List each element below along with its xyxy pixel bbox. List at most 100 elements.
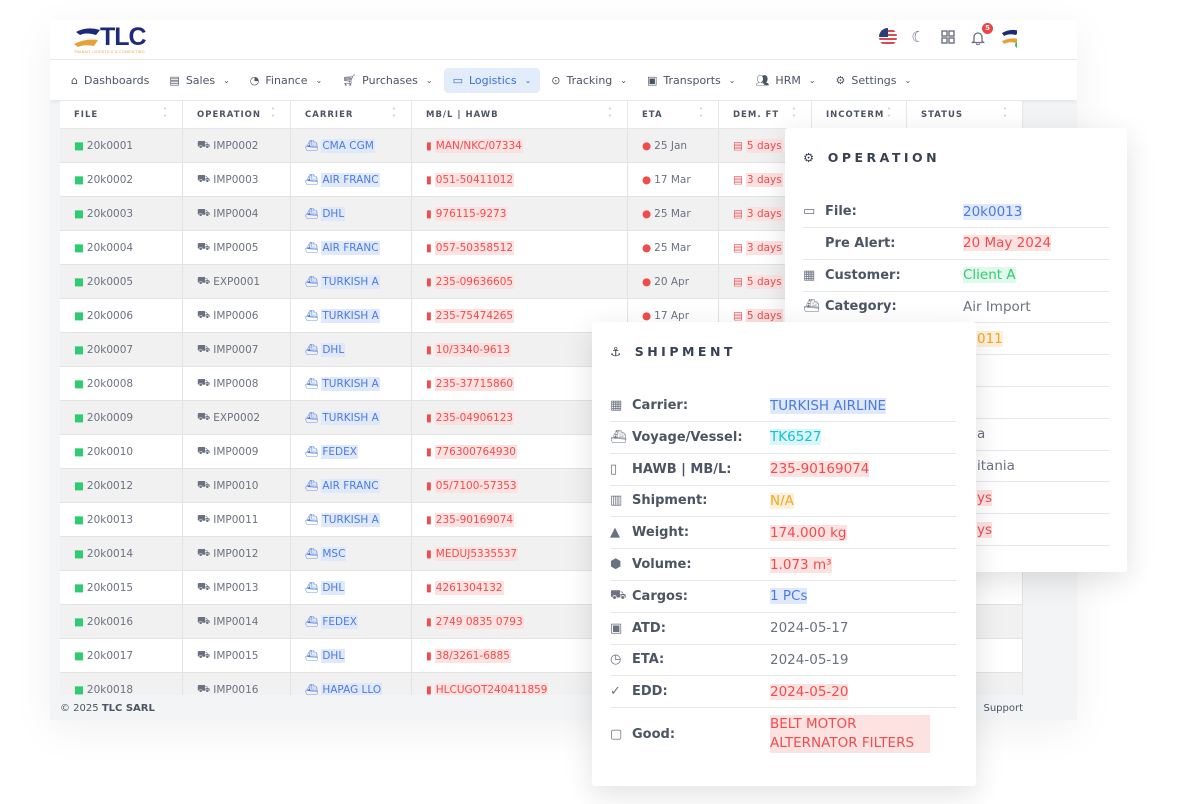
document-icon: ▮ [426,343,432,356]
table-cell: ■ 20k0018 [60,673,183,706]
shipment-row: ▣ ATD: 2024-05-17 [610,613,956,645]
file-link[interactable]: 20k0017 [86,649,134,662]
mbl-link[interactable]: 976115-9273 [434,206,508,221]
file-link[interactable]: 20k0008 [86,377,134,390]
truck-icon: ⛟ [197,546,211,559]
sort-icon[interactable]: ˄ ˅ [1003,106,1008,123]
ship-icon: ⛴ [305,140,319,152]
moon-icon[interactable]: ☾ [911,28,925,46]
support-link[interactable]: Support [983,703,1023,714]
file-link[interactable]: 20k0003 [86,207,134,220]
table-cell: ⛴ AIR FRANC [291,469,412,502]
cell-value: IMP0009 [213,445,259,458]
table-cell: ■ 20k0004 [60,231,183,264]
sort-icon[interactable]: ˄ ˅ [608,106,613,123]
cart-plus-icon: ⛟ [610,587,627,603]
nav-item-transports[interactable]: ▣ Transports ⌄ [638,68,744,93]
table-cell: ⛟ IMP0010 [183,469,291,502]
main-nav: ⌂ Dashboards ▤ Sales ⌄ ◔ Finance ⌄ 🛒︎ Purchases ⌄ ▭… [50,60,1077,100]
file-link[interactable]: 20k0001 [86,139,134,152]
users-icon: 👥︎ [755,73,770,87]
file-link[interactable]: 20k0018 [86,683,134,696]
grid-icon[interactable] [939,28,957,46]
column-label: MB/L | HAWB [426,109,499,120]
sort-icon[interactable]: ˄ ˅ [887,106,892,123]
chevron-down-icon: ⌄ [315,75,323,85]
column-header[interactable]: ETA ˄ ˅ [628,101,719,128]
table-cell: ■ 20k0008 [60,367,183,400]
cell-value: 25 Jan [654,139,688,152]
file-link[interactable]: 20k0004 [86,241,134,254]
file-link[interactable]: 20k0007 [86,343,134,356]
tlc-logo[interactable]: TLC TRANSIT LOGISTICS & CONSULTING [74,23,147,54]
bell-icon[interactable]: 5 [969,23,993,46]
shipment-label: Volume: [632,557,692,572]
mbl-link[interactable]: 776300764930 [434,444,517,459]
file-link[interactable]: 20k0002 [86,173,134,186]
file-link[interactable]: 20k0012 [86,479,134,492]
nav-item-logistics[interactable]: ▭ Logistics ⌄ [443,67,541,93]
sort-icon[interactable]: ˄ ˅ [271,106,276,123]
mbl-link[interactable]: MAN/NKC/07334 [434,138,523,153]
nav-item-settings[interactable]: ⚙ Settings ⌄ [827,68,921,93]
column-header[interactable]: DEM. FT ˄ ˅ [719,101,812,128]
shipment-label: HAWB | MB/L: [632,461,732,477]
column-header[interactable]: OPERATION ˄ ˅ [183,101,291,128]
building-icon: ▦ [803,267,816,283]
nav-item-hrm[interactable]: 👥︎ HRM ⌄ [746,68,824,93]
mbl-link[interactable]: 10/3340-9613 [434,342,511,357]
table-cell: ■ 20k0006 [60,299,183,332]
sort-icon[interactable]: ˄ ˅ [392,106,397,123]
nav-item-finance[interactable]: ◔ Finance ⌄ [241,68,331,93]
avatar[interactable] [999,28,1017,48]
file-link[interactable]: 20k0014 [86,547,134,560]
cell-value: IMP0015 [213,649,259,662]
mbl-link[interactable]: HLCUGOT240411859 [434,682,549,697]
mbl-link[interactable]: 38/3261-6885 [434,648,511,663]
mbl-link[interactable]: 4261304132 [434,580,504,595]
table-cell: ⛟ IMP0016 [183,673,291,706]
file-link[interactable]: 20k0010 [86,445,134,458]
table-cell: ⛟ IMP0013 [183,571,291,604]
nav-item-sales[interactable]: ▤ Sales ⌄ [160,68,238,93]
file-link[interactable]: 20k0006 [86,309,134,322]
mbl-link[interactable]: 235-37715860 [434,376,515,391]
chevron-down-icon: ⌄ [728,75,736,85]
nav-item-purchases[interactable]: 🛒︎ Purchases ⌄ [333,68,441,93]
column-header[interactable]: MB/L | HAWB ˄ ˅ [412,101,628,128]
cell-value: TURKISH A [321,308,380,323]
nav-item-tracking[interactable]: ⊙ Tracking ⌄ [542,68,636,93]
file-link[interactable]: 20k0015 [86,581,134,594]
table-cell: ⛴ TURKISH A [291,299,412,332]
column-header[interactable]: INCOTERM ˄ ˅ [812,101,907,128]
column-header[interactable]: STATUS ˄ ˅ [907,101,1023,128]
table-cell: ▮ 976115-9273 [412,197,628,230]
file-link[interactable]: 20k0005 [86,275,134,288]
mbl-link[interactable]: 057-50358512 [434,240,515,255]
mbl-link[interactable]: 235-90169074 [434,512,515,527]
sort-icon[interactable]: ˄ ˅ [792,106,797,123]
table-cell: ⛟ IMP0003 [183,163,291,196]
ship-icon: ⛴ [305,174,319,186]
mbl-link[interactable]: 05/7100-57353 [434,478,518,493]
mbl-link[interactable]: MEDUJ5335537 [434,546,519,561]
sort-icon[interactable]: ˄ ˅ [163,106,168,123]
file-link[interactable]: 20k0013 [86,513,134,526]
table-cell: ⛴ TURKISH A [291,367,412,400]
mbl-link[interactable]: 235-09636605 [434,274,515,289]
nav-label: Settings [851,73,897,87]
file-link[interactable]: 20k0009 [86,411,134,424]
cell-value: 25 Mar [654,207,691,220]
file-link[interactable]: 20k0016 [86,615,134,628]
sort-icon[interactable]: ˄ ˅ [699,106,704,123]
mbl-link[interactable]: 051-50411012 [434,172,515,187]
mbl-link[interactable]: 235-75474265 [434,308,515,323]
column-header[interactable]: FILE ˄ ˅ [60,101,183,128]
nav-item-dashboards[interactable]: ⌂ Dashboards [62,68,158,93]
mbl-link[interactable]: 2749 0835 0793 [434,614,524,629]
truck-icon: ⛟ [197,376,211,389]
shipment-label: ATD: [632,620,666,636]
us-flag-icon[interactable] [879,28,897,46]
column-header[interactable]: CARRIER ˄ ˅ [291,101,412,128]
mbl-link[interactable]: 235-04906123 [434,410,515,425]
